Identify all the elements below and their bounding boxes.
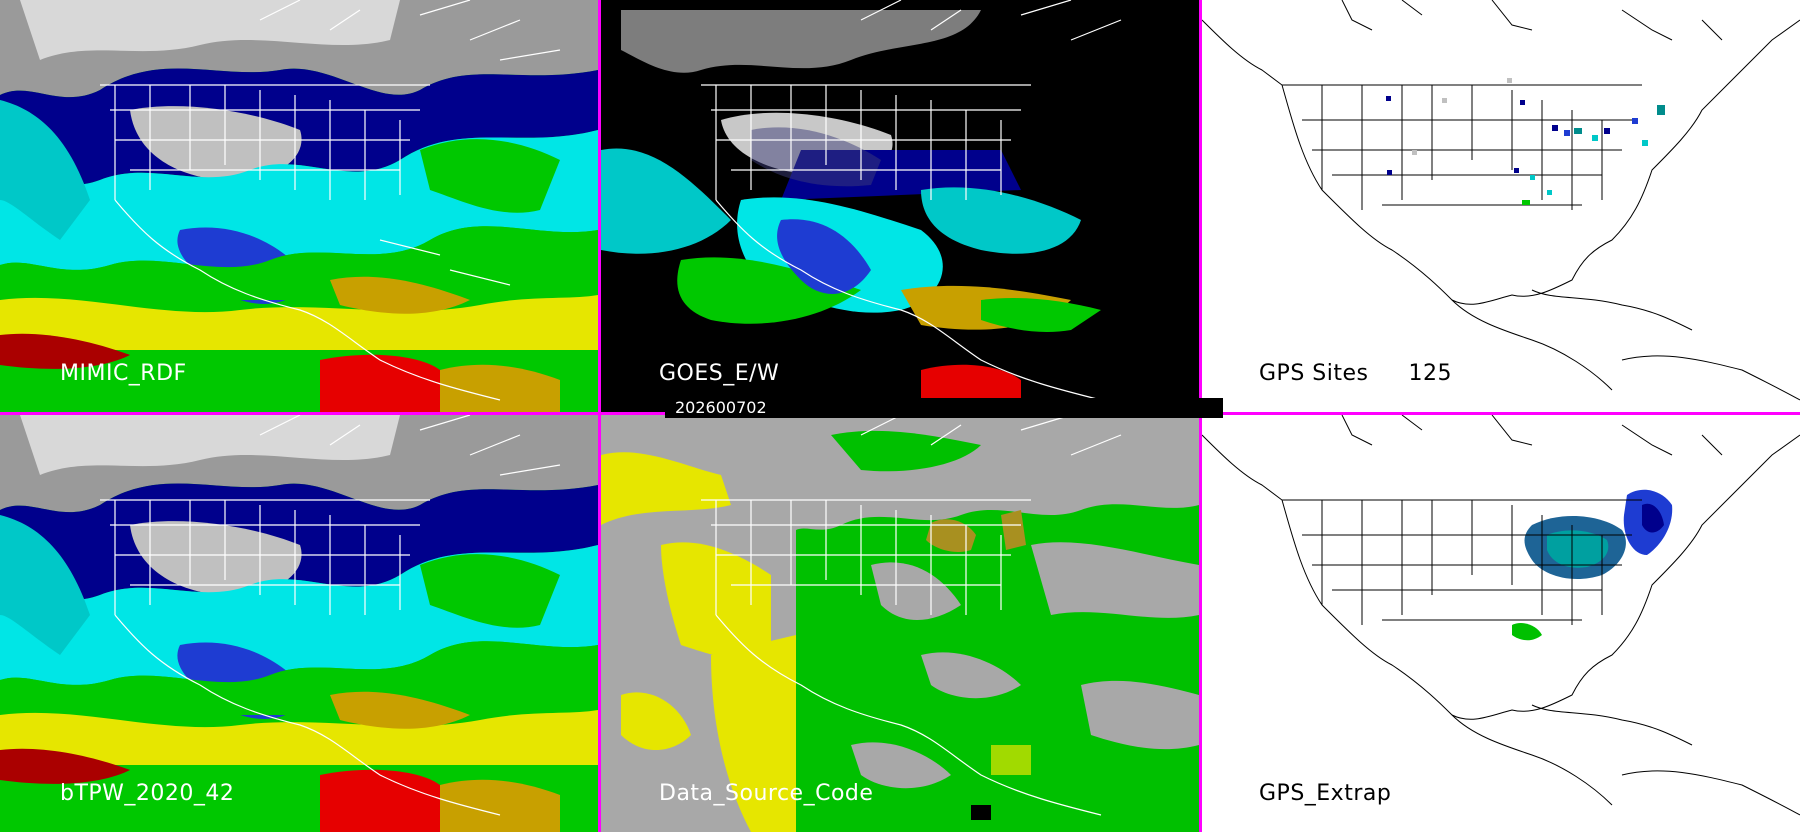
panel-label-gps-extrap: GPS_Extrap: [1259, 781, 1392, 806]
gps-sites-map: [1202, 0, 1800, 412]
goes-ew-map: [601, 0, 1199, 412]
panel-label-mimic-rdf: MIMIC_RDF: [60, 361, 187, 386]
panel-label-data-source-code: Data_Source_Code: [659, 781, 874, 806]
panel-gps-extrap: GPS_Extrap: [1202, 415, 1800, 832]
panel-label-btpw: bTPW_2020_42: [60, 781, 235, 806]
panel-mimic-rdf: MIMIC_RDF: [0, 0, 598, 412]
gps-extrap-map: [1202, 415, 1800, 832]
mimic-rdf-map: [0, 0, 598, 412]
panel-label-goes-ew: GOES_E/W: [659, 361, 780, 386]
panel-btpw: bTPW_2020_42: [0, 415, 598, 832]
divider-vertical-left: [598, 0, 601, 832]
panel-data-source-code: Data_Source_Code: [601, 415, 1199, 832]
panel-goes-ew: GOES_E/W: [601, 0, 1199, 412]
btpw-map: [0, 415, 598, 832]
timestamp-banner: 202600702: [665, 398, 1223, 418]
gps-sites-count: 125: [1408, 361, 1452, 386]
panel-gps-sites: GPS Sites 125: [1202, 0, 1800, 412]
panel-label-gps-sites: GPS Sites 125: [1259, 361, 1452, 386]
data-source-code-map: [601, 415, 1199, 832]
gps-sites-label: GPS Sites: [1259, 361, 1369, 386]
